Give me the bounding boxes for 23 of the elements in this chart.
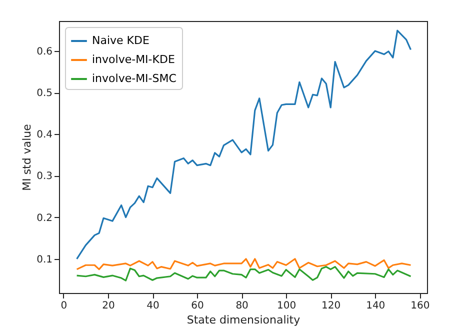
x-tick-label: 120: [322, 300, 341, 312]
y-tick-label: 0.6: [36, 46, 52, 58]
line-series: [76, 258, 412, 270]
line-series: [76, 30, 412, 260]
x-tick-label: 140: [366, 300, 386, 312]
y-tick-label: 0.5: [36, 88, 52, 100]
y-axis-title: MI std value: [20, 124, 34, 191]
x-tick-label: 0: [60, 300, 68, 312]
x-tick-label: 160: [410, 300, 430, 312]
x-tick-label: 80: [236, 300, 248, 312]
legend-label: Naive KDE: [92, 34, 150, 47]
legend-label: involve-MI-SMC: [92, 72, 177, 85]
x-axis-title: State dimensionality: [186, 314, 301, 326]
x-tick-label: 20: [102, 300, 115, 312]
x-tick-label: 60: [191, 300, 204, 312]
x-tick-label: 100: [277, 300, 296, 312]
legend-label: involve-MI-KDE: [92, 53, 175, 66]
line-series: [76, 266, 412, 282]
y-tick-label: 0.2: [36, 212, 52, 224]
x-tick-label: 40: [146, 300, 160, 312]
y-tick-label: 0.1: [36, 254, 52, 266]
y-tick-label: 0.3: [36, 171, 52, 182]
y-tick-label: 0.4: [36, 130, 52, 141]
